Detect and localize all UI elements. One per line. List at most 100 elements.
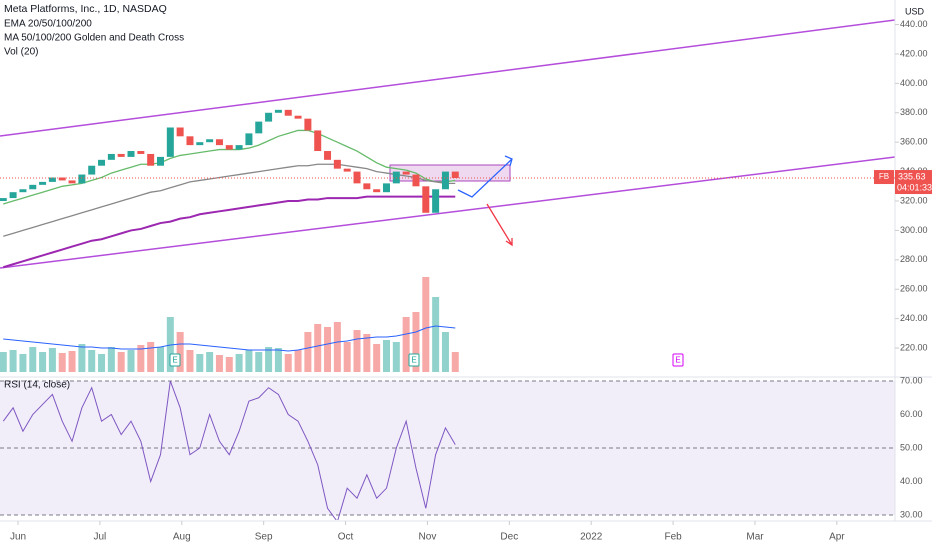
x-tick-label: Dec — [500, 532, 518, 543]
candle-body — [353, 171, 361, 184]
y-tick-label: 420.00 — [900, 48, 928, 58]
volume-bar — [137, 345, 145, 372]
candle-body — [255, 121, 263, 134]
x-tick-label: 2022 — [580, 532, 603, 543]
channel-line — [0, 19, 895, 137]
candle-body — [441, 171, 449, 190]
candle-body — [98, 159, 106, 166]
candle-body — [68, 180, 76, 184]
chart-title: Meta Platforms, Inc., 1D, NASDAQ — [4, 3, 167, 15]
y-tick-label: 360.00 — [900, 137, 928, 147]
earnings-label: E — [675, 356, 680, 365]
y-tick-label: 280.00 — [900, 254, 928, 264]
volume-bar — [324, 327, 332, 372]
volume-bar — [196, 354, 204, 372]
rsi-pane — [0, 380, 895, 520]
y-tick-label: 40.00 — [900, 476, 923, 486]
volume-bar — [392, 342, 400, 372]
y-tick-label: 260.00 — [900, 284, 928, 294]
volume-bar — [9, 350, 17, 372]
candle-body — [373, 189, 381, 193]
volume-bar — [412, 312, 420, 372]
candle-body — [363, 183, 371, 190]
candle-body — [117, 153, 125, 157]
earnings-label: E — [411, 356, 416, 365]
earnings-marker — [169, 353, 181, 367]
volume-bar — [88, 350, 96, 372]
volume-bar — [147, 342, 155, 372]
candle-body — [245, 133, 253, 146]
volume-bar — [68, 351, 76, 372]
volume-bar — [107, 347, 115, 372]
candle-body — [29, 184, 37, 190]
candle-body — [235, 145, 243, 150]
x-tick-label: Apr — [829, 532, 845, 543]
y-tick-label: 50.00 — [900, 442, 923, 452]
volume-bar — [274, 348, 282, 372]
volume-bar — [382, 340, 390, 372]
candle-body — [0, 198, 7, 202]
candle-body — [127, 151, 135, 157]
candle-body — [186, 136, 194, 146]
y-tick-label: 300.00 — [900, 225, 928, 235]
volume-ma — [3, 325, 456, 352]
x-tick-label: Nov — [419, 532, 437, 543]
x-tick-label: Aug — [173, 532, 191, 543]
volume-bar — [441, 332, 449, 372]
candle-body — [382, 183, 390, 193]
candle-body — [147, 153, 155, 166]
volume-bar — [284, 354, 292, 372]
candle-body — [225, 145, 233, 150]
candle-body — [107, 153, 115, 160]
indicator-label: MA 50/100/200 Golden and Death Cross — [4, 33, 184, 44]
volume-bar — [373, 344, 381, 372]
candle-body — [166, 127, 174, 157]
y-tick-label: 400.00 — [900, 78, 928, 88]
volume-bar — [245, 350, 253, 372]
candle-body — [343, 168, 351, 172]
volume-bar — [402, 317, 410, 372]
arrow-head — [505, 238, 513, 247]
volume-bar — [156, 347, 164, 372]
x-tick-label: Oct — [338, 532, 354, 543]
candle-body — [78, 174, 86, 184]
rsi-line — [2, 380, 456, 520]
earnings-marker — [408, 353, 420, 367]
earnings-label: E — [172, 356, 177, 365]
volume-bar — [186, 350, 194, 372]
candle-body — [206, 139, 214, 143]
price-tag — [874, 170, 894, 185]
candle-body — [265, 112, 273, 122]
volume-bar — [0, 352, 7, 372]
volume-bar — [353, 330, 361, 372]
candle-body — [9, 192, 17, 199]
candle-body — [284, 109, 292, 116]
candle-body — [451, 171, 459, 179]
candle-body — [19, 189, 27, 193]
moving-average — [3, 163, 456, 237]
candle-body — [58, 177, 66, 181]
volume-bar — [225, 357, 233, 372]
x-tick-label: Feb — [664, 532, 682, 543]
arrow — [486, 203, 513, 246]
symbol-tag: FB — [879, 172, 889, 181]
countdown: 04:01:33 — [897, 182, 932, 192]
candle-body — [196, 142, 204, 146]
volume-bar — [206, 352, 214, 372]
y-tick-label: 60.00 — [900, 409, 923, 419]
last-price: 335.63 — [898, 171, 926, 181]
x-tick-label: Jun — [10, 532, 26, 543]
y-tick-label: 440.00 — [900, 19, 928, 29]
x-tick-label: Mar — [746, 532, 764, 543]
candle-body — [137, 151, 145, 154]
volume-bar — [215, 355, 223, 372]
candle-body — [294, 115, 302, 119]
volume-bar — [294, 350, 302, 372]
candle-body — [176, 127, 184, 137]
volume-bar — [333, 322, 341, 372]
volume-bar — [98, 354, 106, 372]
y-tick-label: 30.00 — [900, 509, 923, 519]
y-tick-label: 220.00 — [900, 342, 928, 352]
volume-bar — [39, 352, 47, 372]
